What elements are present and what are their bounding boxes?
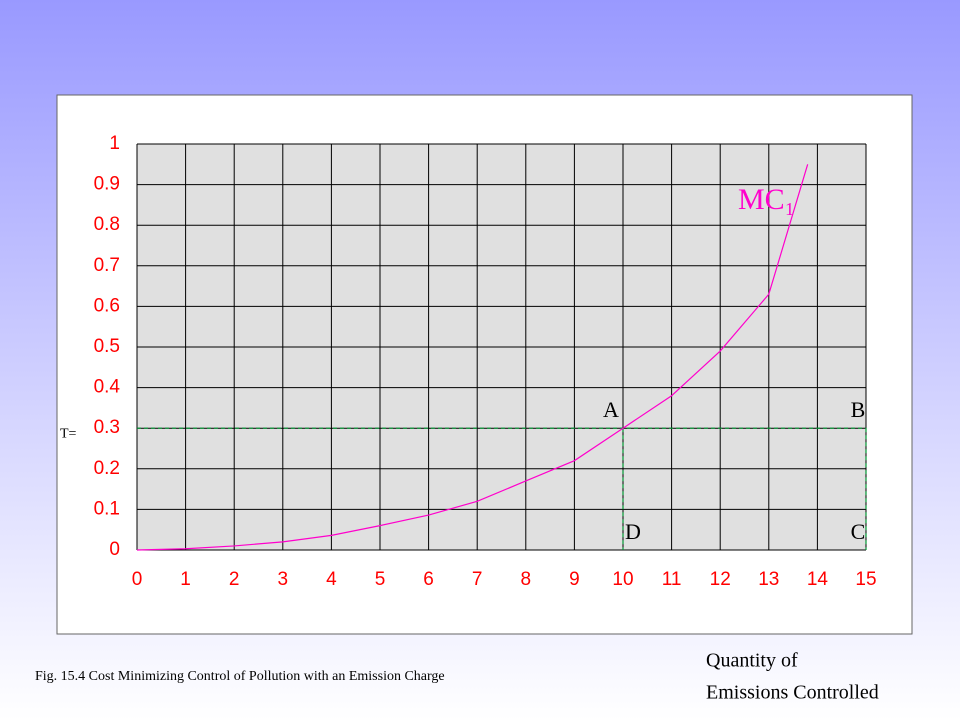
y-tick-label: 1 [109,133,120,154]
x-tick-label: 8 [521,569,532,590]
y-tick-label: 0.4 [94,377,121,398]
y-tick-label: 0.8 [94,214,120,235]
point-label: B [851,397,866,422]
x-tick-label: 12 [710,569,731,590]
point-label: D [625,519,641,544]
x-tick-label: 10 [612,569,633,590]
point-label: A [603,397,619,422]
series-label: MC₁ [738,183,795,216]
x-tick-label: 2 [229,569,240,590]
curve [136,164,809,551]
x-tick-label: 4 [326,569,337,590]
y-tick-label: 0.5 [94,336,120,357]
x-tick-label: 5 [375,569,386,590]
x-axis-label: Emissions Controlled [706,682,879,704]
x-tick-label: 1 [180,569,191,590]
x-tick-label: 11 [662,569,682,590]
x-tick-label: 3 [278,569,289,590]
x-tick-label: 14 [807,569,829,590]
x-axis-label: Quantity of [706,650,798,672]
y-tick-label: 0.7 [94,255,120,276]
x-tick-label: 0 [132,569,143,590]
point-label: C [851,519,866,544]
x-tick-label: 6 [423,569,434,590]
y-tick-label: 0.2 [94,458,120,479]
y-tick-label: 0.3 [94,417,120,438]
y-tick-label: 0.9 [94,174,120,195]
y-tick-label: 0.6 [94,295,120,316]
x-tick-label: 13 [758,569,779,590]
x-tick-label: 7 [472,569,483,590]
x-tick-label: 9 [569,569,580,590]
caption: Fig. 15.4 Cost Minimizing Control of Pol… [35,669,445,684]
y-tick-label: 0.1 [94,498,120,519]
y-tick-label: 0 [109,539,120,560]
charge-label: T= [60,426,77,441]
x-tick-label: 15 [855,569,876,590]
